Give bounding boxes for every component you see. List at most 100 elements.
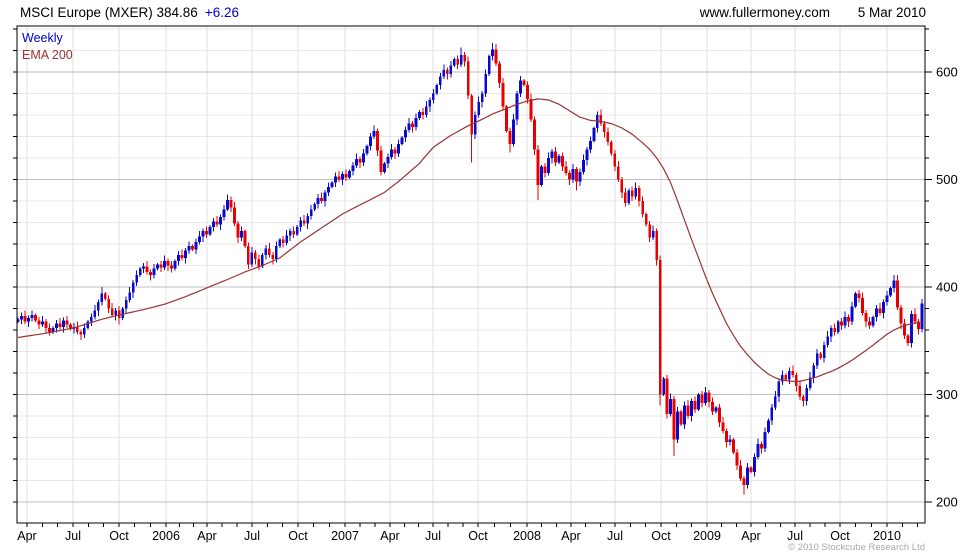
candle [226, 199, 229, 210]
candle [857, 293, 861, 298]
candle [669, 398, 673, 414]
candle [505, 106, 508, 132]
candle [48, 327, 51, 333]
candle [379, 150, 383, 172]
candle [592, 127, 596, 141]
candle [599, 115, 603, 124]
y-axis-label: 400 [936, 280, 958, 295]
candle [442, 69, 446, 77]
candle [487, 55, 491, 75]
candle [854, 293, 857, 307]
candle [623, 192, 627, 204]
candle [655, 231, 659, 261]
candle [219, 217, 222, 225]
candle [833, 327, 837, 333]
candle [341, 174, 344, 180]
candle [766, 420, 770, 433]
candle [114, 310, 118, 315]
candle [383, 163, 386, 172]
candle [459, 54, 463, 65]
candle [278, 239, 282, 247]
candle [285, 235, 289, 243]
candle [770, 407, 774, 421]
candle [491, 49, 495, 56]
candle [58, 323, 62, 327]
candle [847, 317, 851, 322]
candle [20, 316, 23, 320]
candle [264, 248, 268, 255]
candle [435, 84, 439, 94]
candle [794, 375, 798, 386]
candle [644, 213, 648, 225]
candle [295, 226, 299, 235]
candle [463, 54, 467, 62]
candle [372, 131, 376, 137]
candle [718, 407, 721, 423]
candle [44, 321, 48, 328]
candle [65, 320, 69, 325]
candle [358, 159, 362, 163]
candle [861, 297, 864, 313]
x-axis-label: 2007 [331, 529, 359, 543]
candle [540, 166, 543, 185]
candle [267, 248, 271, 255]
candle [568, 173, 571, 180]
candle [648, 224, 652, 238]
gridlines [17, 26, 925, 523]
candle [683, 405, 686, 425]
candle [798, 385, 802, 397]
x-axis-label: Apr [17, 529, 36, 543]
x-axis-label: Apr [741, 529, 760, 543]
candle [292, 231, 296, 235]
candle [156, 264, 159, 269]
candle [693, 400, 697, 410]
candle [501, 82, 505, 107]
candle [840, 321, 844, 326]
candle [822, 345, 826, 358]
candle [410, 123, 414, 127]
title-symbol-and-price: MSCI Europe (MXER) 384.86 [20, 5, 198, 20]
candle [871, 317, 875, 326]
candle [124, 299, 128, 309]
candle [323, 192, 327, 201]
candle [561, 155, 564, 167]
candle [850, 306, 854, 322]
candle [578, 171, 582, 182]
candle [30, 314, 34, 319]
candle [526, 84, 529, 99]
candle [704, 392, 707, 404]
candle [449, 65, 453, 75]
candle [585, 149, 589, 161]
candle [400, 137, 404, 145]
candle [68, 324, 72, 329]
candle [780, 375, 784, 382]
x-axis-label: Oct [468, 529, 488, 543]
candle [581, 160, 585, 172]
candle [232, 207, 236, 224]
candle [529, 98, 533, 120]
candle [407, 123, 411, 131]
candle [616, 166, 620, 180]
candle [89, 317, 93, 322]
candle [212, 221, 215, 227]
candle [913, 313, 917, 322]
candle [365, 146, 369, 154]
candle [257, 259, 261, 267]
candle [421, 111, 425, 115]
candle [180, 254, 184, 258]
candle [110, 308, 114, 315]
candle [61, 320, 65, 327]
candle [721, 422, 725, 432]
candle [735, 452, 739, 466]
candle [547, 158, 550, 174]
candle [662, 378, 666, 395]
candle [707, 392, 711, 403]
candle [173, 261, 177, 269]
candle [271, 254, 275, 260]
legend-ema-label: EMA 200 [22, 48, 73, 62]
candle [728, 439, 732, 442]
candle [759, 443, 763, 449]
candle [334, 176, 337, 183]
candle [131, 282, 135, 293]
candle [763, 432, 767, 449]
